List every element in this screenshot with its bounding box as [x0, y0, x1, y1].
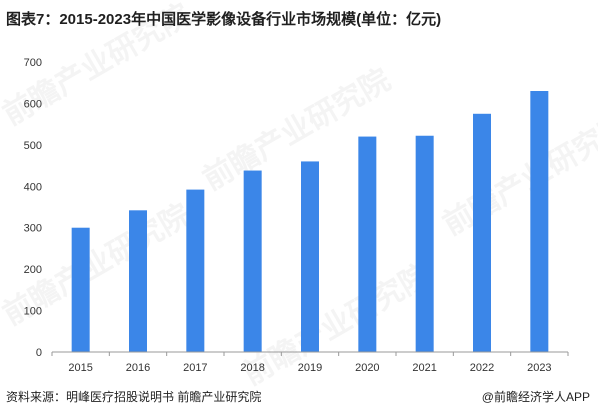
- bar-2016: [129, 210, 147, 352]
- y-axis-ticks: 0 100 200 300 400 500 600 700: [24, 57, 42, 359]
- x-tick-label: 2020: [355, 362, 379, 374]
- brand-text: @前瞻经济学人APP: [481, 390, 590, 404]
- bar-2022: [473, 113, 491, 353]
- bar-2021: [415, 135, 434, 352]
- x-tick-label: 2019: [298, 362, 322, 374]
- bar-2017: [186, 189, 205, 352]
- x-tick-label: 2015: [68, 362, 92, 374]
- bars: [71, 91, 549, 353]
- x-tick-label: 2022: [470, 362, 494, 374]
- y-tick-label: 700: [24, 57, 42, 69]
- y-tick-label: 200: [24, 264, 42, 276]
- bar-2015: [71, 227, 90, 352]
- x-tick-label: 2017: [183, 362, 207, 374]
- chart-title: 图表7：2015-2023年中国医学影像设备行业市场规模(单位：亿元): [6, 11, 442, 28]
- x-axis-ticks: 2015 2016 2017 2018 2019 2020 2021 2022 2023: [51, 352, 569, 374]
- bar-2020: [358, 136, 377, 352]
- source-note: 资料来源：明峰医疗招股说明书 前瞻产业研究院: [6, 390, 262, 404]
- x-tick-label: 2023: [527, 362, 551, 374]
- y-tick-label: 100: [24, 306, 42, 318]
- x-tick-label: 2016: [126, 362, 150, 374]
- x-tick-label: 2018: [240, 362, 264, 374]
- y-tick-label: 0: [36, 347, 42, 359]
- bar-2023: [530, 91, 549, 352]
- bar-2019: [301, 161, 319, 352]
- brand-label: @前瞻经济学人APP: [482, 388, 590, 405]
- y-tick-label: 400: [24, 181, 42, 193]
- y-tick-label: 500: [24, 140, 42, 152]
- y-tick-label: 600: [24, 98, 42, 110]
- y-tick-label: 300: [24, 223, 42, 235]
- x-tick-label: 2021: [412, 362, 436, 374]
- bar-2018: [243, 170, 262, 352]
